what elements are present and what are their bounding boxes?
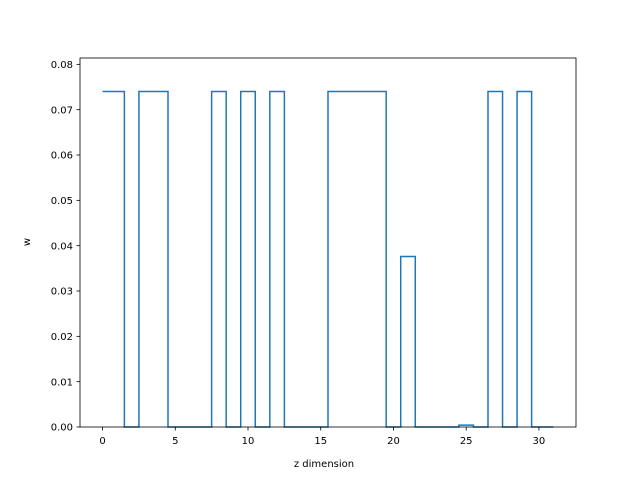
y-tick-label: 0.05 [51, 196, 73, 207]
y-tick-label: 0.08 [51, 60, 73, 71]
x-tick-label: 5 [172, 436, 178, 447]
y-tick-label: 0.01 [51, 377, 73, 388]
y-tick-label: 0.04 [51, 241, 73, 252]
y-tick-label: 0.02 [51, 332, 73, 343]
series-line-0 [102, 90, 554, 428]
y-tick-label: 0.03 [51, 287, 73, 298]
x-axis-ticks: 0 5 10 15 20 25 30 [99, 427, 545, 447]
y-tick-label: 0.00 [51, 423, 73, 434]
axes-frame [79, 57, 577, 428]
y-axis-label: w [22, 238, 33, 246]
x-tick-label: 15 [314, 436, 327, 447]
x-tick-label: 20 [387, 436, 400, 447]
y-tick-label: 0.07 [51, 105, 73, 116]
x-tick-label: 0 [99, 436, 105, 447]
x-axis-label: z dimension [294, 459, 354, 470]
plot-area [79, 57, 577, 428]
y-axis-ticks: 0.00 0.01 0.02 0.03 0.04 0.05 0.06 0.07 0.08 [51, 60, 80, 434]
x-tick-label: 30 [533, 436, 546, 447]
x-tick-label: 10 [242, 436, 255, 447]
x-tick-label: 25 [460, 436, 473, 447]
y-tick-label: 0.06 [51, 151, 73, 162]
